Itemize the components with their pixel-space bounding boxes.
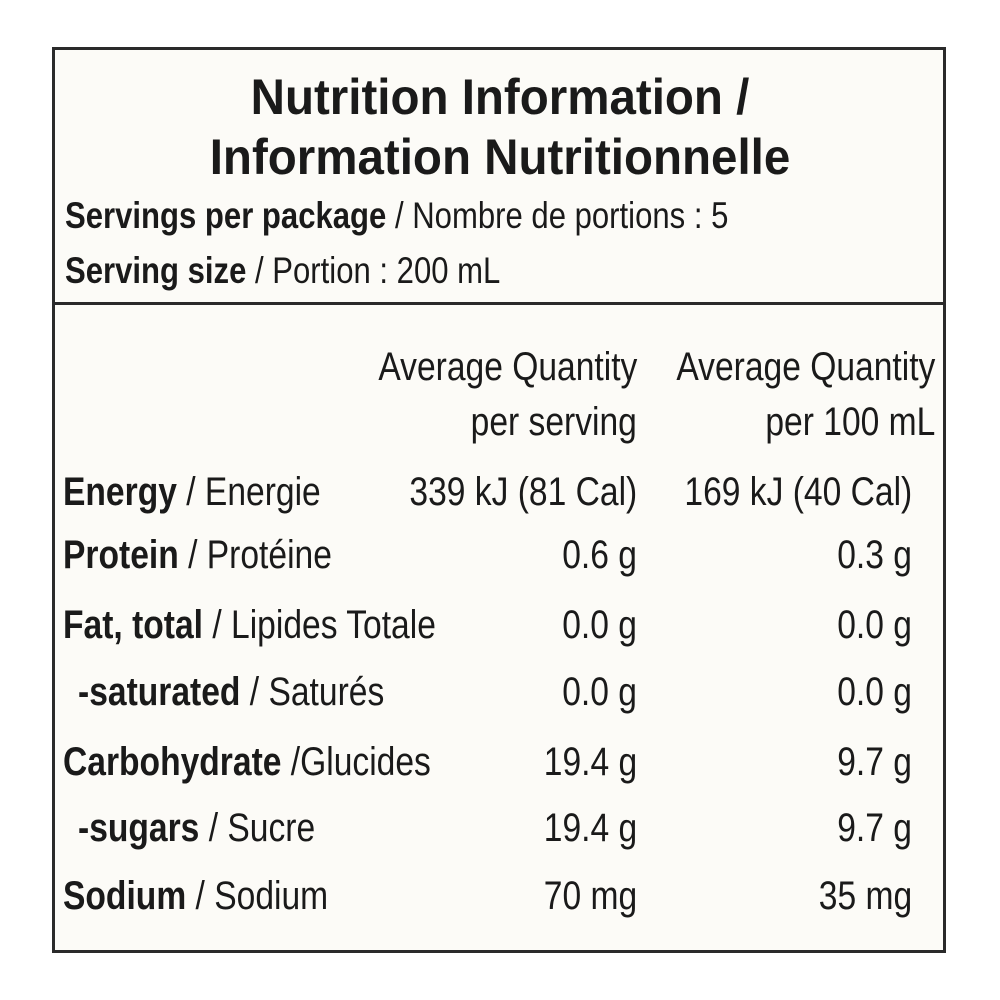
title: Information Nutritionnelle: [209, 129, 791, 185]
per-100ml: 0.0 g: [837, 603, 912, 647]
per-serving: 19.4 g: [543, 806, 637, 850]
column-header: Average Quantity: [675, 345, 935, 389]
per-serving: 0.6 g: [562, 533, 637, 577]
bold-label: Serving size: [65, 250, 247, 291]
per-100ml: 0.0 g: [837, 670, 912, 714]
nutrient-name: -sugars / Sucre: [78, 806, 315, 851]
label-box: [52, 47, 946, 953]
nutrient-name: Energy / Energie: [63, 470, 321, 515]
bold-label: Protein: [63, 533, 179, 577]
french-label: / Protéine: [188, 533, 332, 577]
per-100ml: 9.7 g: [837, 740, 912, 784]
column-header: Average Quantity: [377, 345, 637, 389]
french-label: / Lipides Totale: [212, 603, 436, 647]
bold-label: -sugars: [78, 806, 200, 850]
bold-label: Sodium: [63, 874, 187, 918]
nutrient-name: Fat, total / Lipides Totale: [63, 603, 436, 648]
servings: Servings per package / Nombre de portion…: [65, 195, 728, 237]
per-serving: 0.0 g: [562, 670, 637, 714]
per-serving: 19.4 g: [543, 740, 637, 784]
nutrient-name: -saturated / Saturés: [78, 670, 384, 715]
french-label: /Glucides: [290, 740, 431, 784]
french-label: / Sodium: [195, 874, 329, 918]
per-100ml: 35 mg: [818, 874, 912, 918]
bold-label: Carbohydrate: [63, 740, 282, 784]
bold-label: Energy: [63, 470, 177, 514]
per-100ml: 169 kJ (40 Cal): [684, 470, 912, 514]
french-label: / Energie: [186, 470, 321, 514]
french-label: / Sucre: [208, 806, 316, 850]
per-serving: 70 mg: [543, 874, 637, 918]
serving-size: Serving size / Portion : 200 mL: [65, 250, 500, 292]
per-serving: 0.0 g: [562, 603, 637, 647]
bold-label: -saturated: [78, 670, 241, 714]
bold-label: Fat, total: [63, 603, 204, 647]
divider: [52, 302, 946, 305]
french-label: / Nombre de portions : 5: [394, 195, 729, 236]
nutrient-name: Protein / Protéine: [63, 533, 332, 578]
bold-label: Servings per package: [65, 195, 387, 236]
nutrient-name: Carbohydrate /Glucides: [63, 740, 431, 785]
column-header: per serving: [470, 400, 637, 444]
column-header: per 100 mL: [765, 400, 935, 444]
title: Nutrition Information /: [250, 69, 750, 125]
per-100ml: 9.7 g: [837, 806, 912, 850]
french-label: / Saturés: [249, 670, 385, 714]
french-label: / Portion : 200 mL: [255, 250, 501, 291]
nutrient-name: Sodium / Sodium: [63, 874, 328, 919]
per-100ml: 0.3 g: [837, 533, 912, 577]
per-serving: 339 kJ (81 Cal): [409, 470, 637, 514]
